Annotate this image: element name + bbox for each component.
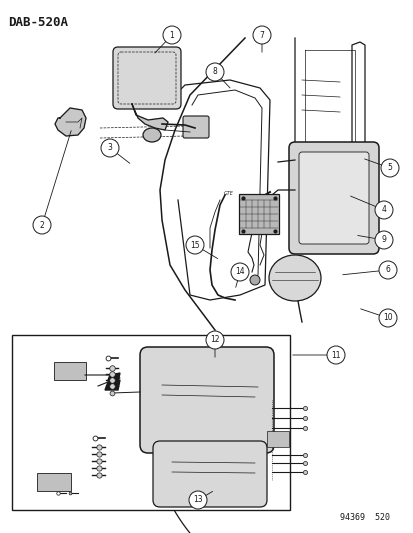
Circle shape xyxy=(101,139,119,157)
Text: 3: 3 xyxy=(107,143,112,152)
Polygon shape xyxy=(132,104,168,130)
Text: 9: 9 xyxy=(381,236,385,245)
Polygon shape xyxy=(105,380,120,390)
Circle shape xyxy=(206,331,223,349)
Circle shape xyxy=(378,261,396,279)
Circle shape xyxy=(252,26,271,44)
Text: GTE: GTE xyxy=(223,191,233,196)
Text: 7: 7 xyxy=(259,30,264,39)
Text: 8: 8 xyxy=(212,68,217,77)
Circle shape xyxy=(326,346,344,364)
Text: 4: 4 xyxy=(381,206,385,214)
FancyBboxPatch shape xyxy=(183,116,209,138)
FancyBboxPatch shape xyxy=(37,473,71,491)
FancyBboxPatch shape xyxy=(288,142,378,254)
Text: 5: 5 xyxy=(387,164,392,173)
Text: DAB-520A: DAB-520A xyxy=(8,16,68,29)
Text: 13: 13 xyxy=(193,496,202,505)
Text: 1: 1 xyxy=(169,30,174,39)
Circle shape xyxy=(185,236,204,254)
Circle shape xyxy=(189,491,206,509)
Circle shape xyxy=(374,231,392,249)
Text: 12: 12 xyxy=(210,335,219,344)
Circle shape xyxy=(374,201,392,219)
Ellipse shape xyxy=(268,255,320,301)
FancyBboxPatch shape xyxy=(54,362,86,380)
FancyBboxPatch shape xyxy=(266,431,288,447)
FancyBboxPatch shape xyxy=(153,441,266,507)
Polygon shape xyxy=(55,108,86,136)
FancyBboxPatch shape xyxy=(238,194,278,234)
Circle shape xyxy=(206,63,223,81)
Circle shape xyxy=(163,26,180,44)
Text: 6: 6 xyxy=(385,265,389,274)
Text: 94369  520: 94369 520 xyxy=(339,513,389,522)
Circle shape xyxy=(33,216,51,234)
Text: 10: 10 xyxy=(382,313,392,322)
Circle shape xyxy=(249,275,259,285)
FancyBboxPatch shape xyxy=(298,152,368,244)
Text: 14: 14 xyxy=(235,268,244,277)
Polygon shape xyxy=(108,373,120,382)
Circle shape xyxy=(230,263,248,281)
Bar xyxy=(12,335,289,510)
Circle shape xyxy=(378,309,396,327)
Ellipse shape xyxy=(142,128,161,142)
Circle shape xyxy=(380,159,398,177)
FancyBboxPatch shape xyxy=(113,47,180,109)
Text: 2: 2 xyxy=(40,221,44,230)
Text: 15: 15 xyxy=(190,240,199,249)
Text: 11: 11 xyxy=(330,351,340,359)
FancyBboxPatch shape xyxy=(140,347,273,453)
